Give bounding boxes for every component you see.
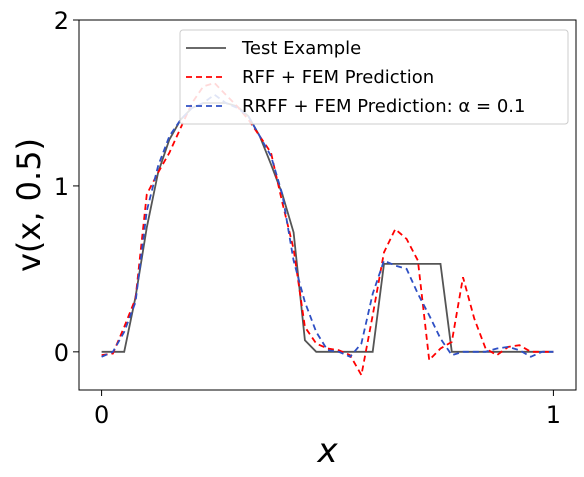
series-line-0	[101, 102, 554, 353]
y-tick-label: 0	[54, 339, 69, 367]
x-tick-label: 0	[94, 401, 109, 429]
x-tick-label: 1	[546, 401, 561, 429]
x-axis-label: x	[316, 431, 338, 471]
series-line-2	[101, 93, 554, 358]
legend: Test Example RFF + FEM Prediction RRFF + F…	[179, 29, 569, 125]
plot-frame	[78, 19, 577, 391]
legend-box	[179, 29, 569, 125]
legend-label-1: RFF + FEM Prediction	[242, 67, 434, 88]
legend-label-0: Test Example	[241, 38, 361, 59]
series-line-1	[101, 81, 554, 378]
plot-lines	[101, 81, 554, 378]
y-tick-label: 2	[54, 7, 69, 35]
legend-label-2: RRFF + FEM Prediction: α = 0.1	[242, 96, 525, 117]
axis-ticks: 0 1 0 1 2	[54, 7, 561, 429]
y-tick-label: 1	[54, 173, 69, 201]
y-axis-label: v(x, 0.5)	[10, 138, 48, 272]
